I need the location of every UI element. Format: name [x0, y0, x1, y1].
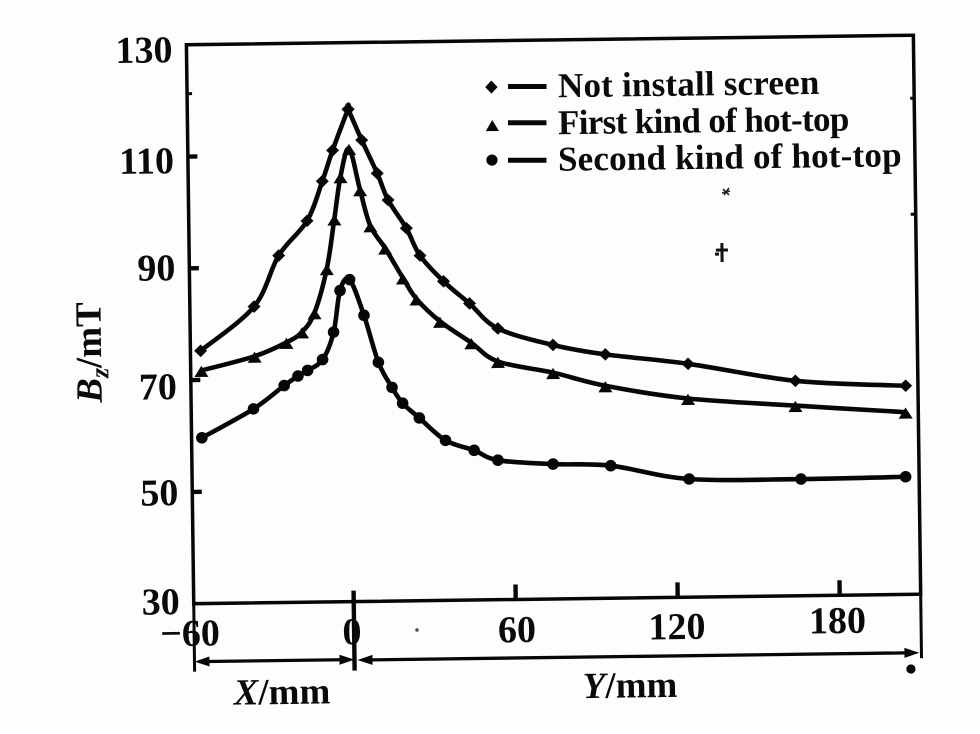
- svg-text:X/mm: X/mm: [232, 671, 330, 713]
- svg-text:Y/mm: Y/mm: [583, 665, 678, 707]
- svg-text:30: 30: [141, 581, 180, 623]
- svg-text:120: 120: [648, 606, 706, 649]
- svg-text:130: 130: [115, 29, 173, 72]
- svg-text:180: 180: [809, 600, 867, 643]
- svg-text:60: 60: [498, 609, 537, 651]
- svg-text:Bz/mT: Bz/mT: [68, 302, 114, 404]
- svg-text:Not install screen: Not install screen: [558, 63, 820, 105]
- svg-text:−60: −60: [160, 612, 220, 655]
- svg-text:First kind of hot-top: First kind of hot-top: [558, 99, 849, 142]
- svg-text:Second kind of hot-top: Second kind of hot-top: [558, 135, 902, 178]
- svg-text:110: 110: [119, 140, 174, 183]
- svg-text:50: 50: [140, 472, 179, 514]
- svg-text:0: 0: [342, 611, 362, 653]
- svg-text:70: 70: [139, 366, 178, 408]
- svg-text:90: 90: [137, 247, 176, 289]
